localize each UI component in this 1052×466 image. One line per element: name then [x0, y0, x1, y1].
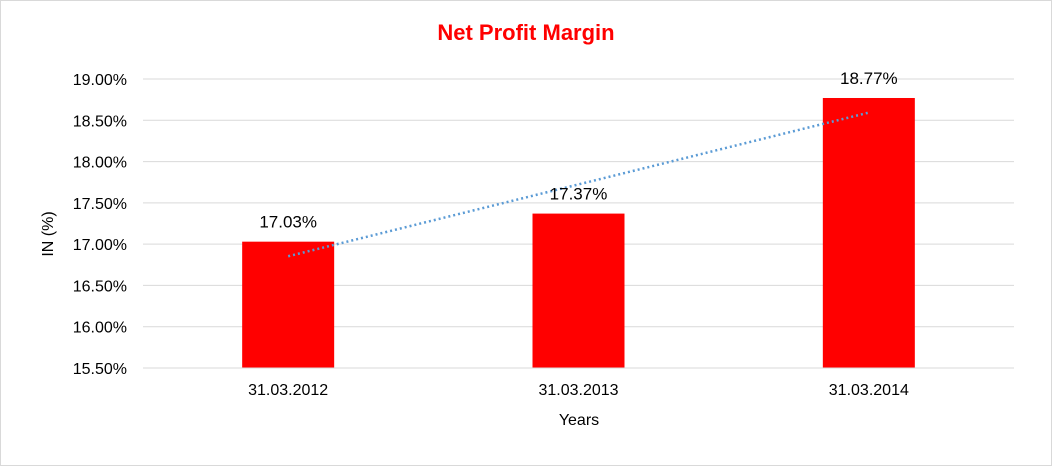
x-tick-label: 31.03.2014	[829, 382, 909, 399]
x-axis-ticks: 31.03.2012 31.03.2013 31.03.2014	[248, 382, 909, 399]
y-tick-label: 17.00%	[73, 237, 127, 254]
y-tick-label: 16.00%	[73, 320, 127, 337]
y-axis-label: IN (%)	[40, 211, 57, 256]
y-tick-label: 16.50%	[73, 278, 127, 295]
y-tick-label: 15.50%	[73, 361, 127, 378]
bar	[532, 213, 625, 368]
data-label: 18.77%	[840, 69, 898, 88]
y-tick-label: 19.00%	[73, 72, 127, 89]
y-axis-ticks: 15.50% 16.00% 16.50% 17.00% 17.50% 18.00% 18.5…	[73, 72, 127, 378]
chart-title: Net Profit Margin	[437, 20, 614, 45]
y-tick-label: 18.50%	[73, 113, 127, 130]
x-tick-label: 31.03.2013	[538, 382, 618, 399]
y-tick-label: 17.50%	[73, 196, 127, 213]
bar	[242, 241, 335, 368]
data-label: 17.03%	[259, 213, 317, 232]
x-tick-label: 31.03.2012	[248, 382, 328, 399]
data-label: 17.37%	[550, 185, 608, 204]
x-axis-label: Years	[559, 412, 599, 429]
bars	[242, 97, 915, 369]
bar	[822, 97, 915, 369]
data-labels: 17.03% 17.37% 18.77%	[259, 69, 897, 232]
y-tick-label: 18.00%	[73, 155, 127, 172]
